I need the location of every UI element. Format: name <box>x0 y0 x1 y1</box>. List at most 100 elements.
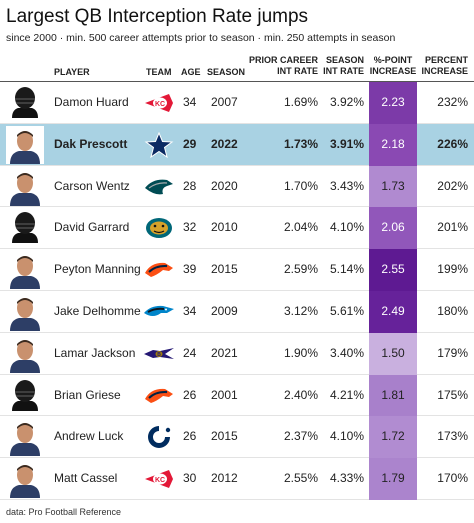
player-name: Andrew Luck <box>54 429 124 444</box>
prior-rate-cell: 1.90% <box>283 345 318 360</box>
column-header-season-rate: SEASON INT RATE <box>304 55 364 77</box>
point-increase-cell: 1.73 <box>369 165 417 208</box>
column-header-pct-line1: PERCENT <box>424 55 468 65</box>
player-photo-icon <box>6 84 44 122</box>
age-cell: 26 <box>183 387 197 402</box>
svg-text:B: B <box>157 352 161 358</box>
season-cell: 2012 <box>211 471 238 486</box>
page-title: Largest QB Interception Rate jumps <box>6 6 309 27</box>
column-header-team: TEAM <box>146 67 172 77</box>
season-rate-cell: 3.40% <box>329 345 364 360</box>
prior-rate-cell: 1.70% <box>283 178 318 193</box>
age-cell: 34 <box>183 95 197 109</box>
season-cell: 2015 <box>211 429 238 444</box>
column-header-age: AGE <box>181 67 201 77</box>
season-cell: 2001 <box>211 387 238 402</box>
table-row: Brian Griese 26 2001 2.40% 4.21% 1.81 175% <box>0 374 474 417</box>
age-cell: 26 <box>183 429 197 444</box>
percent-increase-cell: 226% <box>437 136 468 151</box>
table-row: Lamar Jackson B 24 2021 1.90% 3.40% 1.50 179% <box>0 332 474 375</box>
season-rate-cell: 4.21% <box>329 387 364 402</box>
prior-rate-cell: 2.55% <box>283 471 318 486</box>
point-increase-cell: 2.23 <box>369 82 417 124</box>
point-increase-cell: 1.72 <box>369 416 417 459</box>
point-increase-cell: 2.49 <box>369 290 417 333</box>
player-photo-icon <box>6 460 44 499</box>
player-photo-icon <box>6 125 44 164</box>
column-header-point-increase: %-POINT INCREASE <box>364 55 422 77</box>
age-cell: 24 <box>183 345 197 360</box>
season-rate-cell: 3.43% <box>329 178 364 193</box>
column-header-prior-line2: INT RATE <box>277 66 318 76</box>
table-row: Jake Delhomme 34 2009 3.12% 5.61% 2.49 180% <box>0 290 474 333</box>
colts-team-logo-icon <box>143 424 175 450</box>
prior-rate-cell: 3.12% <box>283 303 318 318</box>
season-cell: 2009 <box>211 303 238 318</box>
prior-rate-cell: 2.59% <box>283 262 318 277</box>
season-rate-cell: 4.33% <box>329 471 364 486</box>
percent-increase-cell: 170% <box>437 471 468 486</box>
age-cell: 30 <box>183 471 197 486</box>
column-header-prior-line1: PRIOR CAREER <box>248 55 318 65</box>
age-cell: 32 <box>183 220 197 235</box>
age-cell: 39 <box>183 262 197 277</box>
point-increase-cell: 1.79 <box>369 458 417 500</box>
age-cell: 34 <box>183 303 197 318</box>
column-header-point-line1: %-POINT <box>373 55 413 65</box>
season-cell: 2010 <box>211 220 238 235</box>
player-name: Damon Huard <box>54 95 129 109</box>
player-photo-icon <box>6 418 44 457</box>
column-header-point-line2: INCREASE <box>369 66 417 76</box>
table-row: Damon Huard KC 34 2007 1.69% 3.92% 2.23 232% <box>0 82 474 124</box>
chiefs-team-logo-icon: KC <box>143 90 175 116</box>
chiefs-team-logo-icon: KC <box>143 466 175 492</box>
player-photo-icon <box>6 334 44 373</box>
prior-rate-cell: 1.73% <box>283 136 318 151</box>
table-body: Damon Huard KC 34 2007 1.69% 3.92% 2.23 232% Dak… <box>0 82 474 500</box>
table-row: Andrew Luck 26 2015 2.37% 4.10% 1.72 173% <box>0 416 474 459</box>
percent-increase-cell: 173% <box>437 429 468 444</box>
player-name: Matt Cassel <box>54 471 118 486</box>
point-increase-cell: 1.81 <box>369 374 417 417</box>
player-photo-icon <box>6 209 44 248</box>
season-rate-cell: 4.10% <box>329 220 364 235</box>
panthers-team-logo-icon <box>143 299 175 325</box>
season-cell: 2020 <box>211 178 238 193</box>
column-header-season: SEASON <box>207 67 246 77</box>
column-header-season-rate-line2: INT RATE <box>323 66 364 76</box>
player-name: Brian Griese <box>54 387 121 402</box>
season-cell: 2021 <box>211 345 238 360</box>
column-header-season-rate-line1: SEASON <box>325 55 364 65</box>
prior-rate-cell: 1.69% <box>283 95 318 109</box>
broncos-team-logo-icon <box>143 257 175 283</box>
prior-rate-cell: 2.40% <box>283 387 318 402</box>
prior-rate-cell: 2.37% <box>283 429 318 444</box>
percent-increase-cell: 180% <box>437 303 468 318</box>
ravens-team-logo-icon: B <box>143 341 175 367</box>
age-cell: 29 <box>183 136 197 151</box>
player-name: Jake Delhomme <box>54 303 141 318</box>
table-row: Carson Wentz 28 2020 1.70% 3.43% 1.73 202% <box>0 165 474 208</box>
source-note: data: Pro Football Reference <box>6 507 122 517</box>
column-header-prior: PRIOR CAREER INT RATE <box>228 55 318 77</box>
player-photo-icon <box>6 292 44 331</box>
svg-text:KC: KC <box>155 101 165 108</box>
player-name: Dak Prescott <box>54 136 128 151</box>
player-name: Peyton Manning <box>54 262 141 277</box>
percent-increase-cell: 175% <box>437 387 468 402</box>
column-header-player: PLAYER <box>54 67 90 77</box>
percent-increase-cell: 232% <box>437 95 468 109</box>
cowboys-team-logo-icon <box>143 131 175 158</box>
jaguars-team-logo-icon <box>143 215 175 241</box>
point-increase-cell: 2.55 <box>369 249 417 291</box>
percent-increase-cell: 179% <box>437 345 468 360</box>
svg-text:KC: KC <box>155 477 165 484</box>
season-rate-cell: 5.14% <box>329 262 364 277</box>
point-increase-cell: 2.18 <box>369 123 417 166</box>
column-header-pct-line2: INCREASE <box>421 66 468 76</box>
season-cell: 2015 <box>211 262 238 277</box>
player-name: Carson Wentz <box>54 178 130 193</box>
point-increase-cell: 1.50 <box>369 332 417 375</box>
table-row: Dak Prescott 29 2022 1.73% 3.91% 2.18 226% <box>0 123 474 166</box>
percent-increase-cell: 202% <box>437 178 468 193</box>
